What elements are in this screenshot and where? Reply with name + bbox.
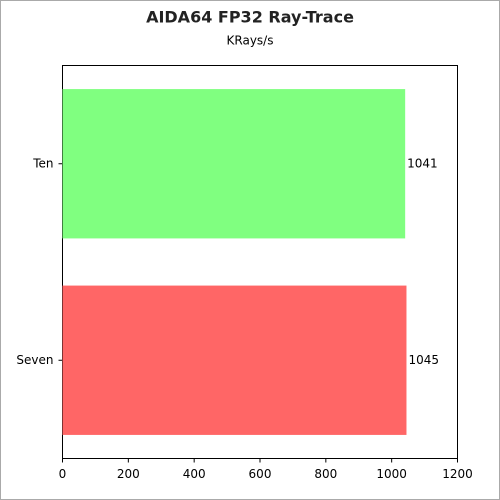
x-tick-label: 0 <box>59 467 67 481</box>
x-tick-label: 1200 <box>442 467 473 481</box>
data-label: 1045 <box>408 353 439 367</box>
data-label: 1041 <box>407 156 438 170</box>
x-tick-label: 1000 <box>376 467 407 481</box>
x-tick-label: 800 <box>314 467 337 481</box>
chart-subtitle: KRays/s <box>227 34 274 48</box>
x-tick-label: 600 <box>249 467 272 481</box>
bar <box>62 89 406 239</box>
bar <box>62 285 407 435</box>
y-tick-label: Ten <box>32 156 53 170</box>
x-tick-label: 400 <box>183 467 206 481</box>
y-tick-label: Seven <box>16 353 53 367</box>
chart-title: AIDA64 FP32 Ray-Trace <box>146 8 354 27</box>
x-tick-label: 200 <box>117 467 140 481</box>
